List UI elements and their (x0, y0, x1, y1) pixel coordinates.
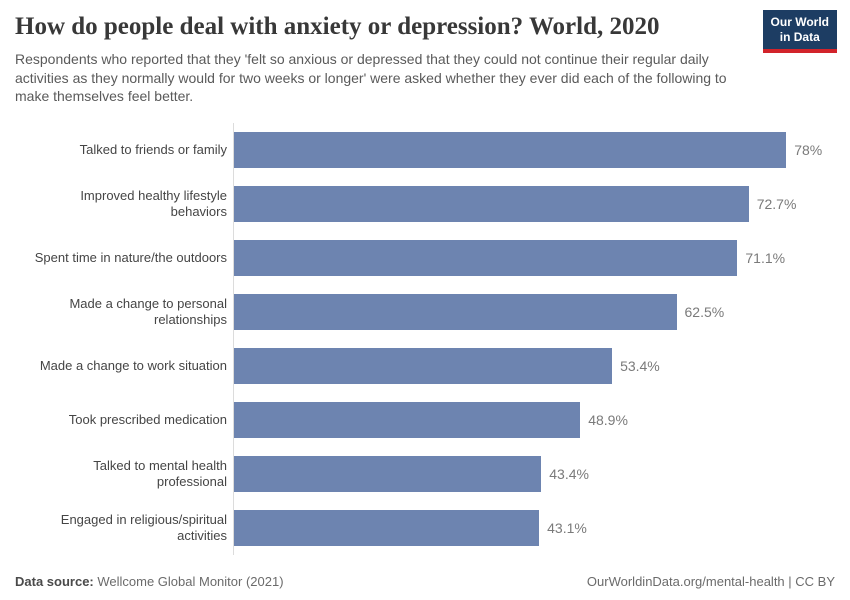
category-label: Talked to friends or family (79, 141, 227, 157)
bar-value-label: 43.4% (549, 466, 589, 482)
bar[interactable] (234, 402, 581, 438)
chart-rows: Talked to friends or family 78% Improved h… (15, 123, 835, 555)
chart-row: Engaged in religious/spiritual activitie… (15, 501, 835, 555)
data-source: Data source: Wellcome Global Monitor (20… (15, 574, 284, 589)
data-source-label: Data source: (15, 574, 94, 589)
bar-area: 43.4% (233, 447, 835, 501)
data-source-value: Wellcome Global Monitor (2021) (93, 574, 284, 589)
chart-row: Spent time in nature/the outdoors 71.1% (15, 231, 835, 285)
attribution-link[interactable]: OurWorldinData.org/mental-health | CC BY (586, 574, 835, 589)
chart-footer: Data source: Wellcome Global Monitor (20… (15, 574, 835, 589)
category-label: Made a change to personal relationships (69, 295, 227, 327)
category-label: Engaged in religious/spiritual activitie… (60, 511, 227, 543)
bar-value-label: 62.5% (684, 304, 725, 320)
chart-row: Made a change to personal relationships 6… (15, 285, 835, 339)
bar-area: 53.4% (233, 339, 835, 393)
owid-logo-line2: in Data (779, 30, 820, 44)
category-label: Talked to mental health professional (93, 457, 227, 489)
category-label: Improved healthy lifestyle behaviors (80, 187, 227, 219)
bar-value-label: 71.1% (745, 250, 786, 266)
chart-subtitle: Respondents who reported that they 'felt… (15, 50, 727, 105)
bar[interactable] (234, 240, 738, 276)
bar-area: 71.1% (233, 231, 835, 285)
bar[interactable] (234, 348, 613, 384)
bar-area: 72.7% (233, 177, 835, 231)
category-label: Spent time in nature/the outdoors (34, 249, 227, 265)
bar-value-label: 43.1% (547, 520, 587, 536)
bar-value-label: 48.9% (588, 412, 628, 428)
bar-chart: Talked to friends or family 78% Improved h… (15, 123, 835, 555)
bar-value-label: 72.7% (756, 196, 797, 212)
bar[interactable] (234, 456, 542, 492)
owid-logo: Our World in Data (762, 10, 837, 53)
bar[interactable] (234, 294, 677, 330)
chart-row: Talked to friends or family 78% (15, 123, 835, 177)
chart-row: Improved healthy lifestyle behaviors 72.7… (15, 177, 835, 231)
bar-area: 43.1% (233, 501, 835, 555)
category-label: Made a change to work situation (39, 357, 227, 373)
bar[interactable] (234, 510, 540, 546)
bar-value-label: 78% (794, 142, 823, 158)
chart-row: Took prescribed medication 48.9% (15, 393, 835, 447)
bar[interactable] (234, 132, 787, 168)
chart-row: Talked to mental health professional 43.4… (15, 447, 835, 501)
bar-area: 62.5% (233, 285, 835, 339)
page-title: How do people deal with anxiety or depre… (15, 13, 660, 40)
bar-area: 78% (233, 123, 835, 177)
owid-logo-line1: Our World (770, 15, 829, 29)
bar[interactable] (234, 186, 749, 222)
chart-row: Made a change to work situation 53.4% (15, 339, 835, 393)
bar-area: 48.9% (233, 393, 835, 447)
bar-value-label: 53.4% (620, 358, 660, 374)
category-label: Took prescribed medication (68, 411, 227, 427)
